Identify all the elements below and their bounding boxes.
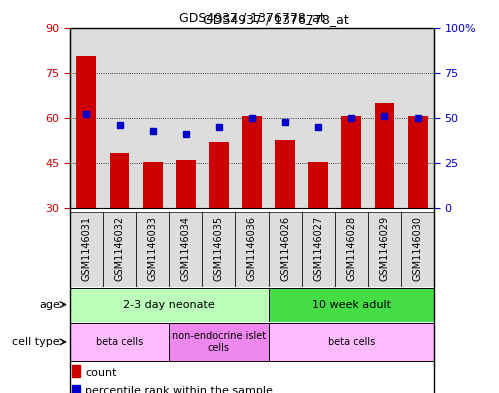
Bar (335, 28, 368, 208)
Text: GSM1146036: GSM1146036 (247, 216, 257, 281)
Bar (169, 212, 202, 287)
Bar (268, 288, 434, 321)
Text: age: age (39, 299, 60, 310)
Bar (236, 28, 268, 208)
Bar (368, 212, 401, 287)
Text: beta cells: beta cells (328, 337, 375, 347)
Text: 2-3 day neonate: 2-3 day neonate (123, 299, 215, 310)
Bar (401, 28, 434, 208)
Bar (72, 385, 80, 393)
Text: GSM1146034: GSM1146034 (181, 216, 191, 281)
Bar (169, 28, 202, 208)
Bar (341, 116, 361, 208)
Bar (176, 160, 196, 208)
Bar (70, 212, 103, 287)
Bar (242, 116, 262, 208)
Bar (268, 323, 434, 361)
Bar (110, 152, 129, 208)
Bar (268, 28, 302, 208)
Bar (103, 212, 136, 287)
Text: non-endocrine islet
cells: non-endocrine islet cells (172, 331, 266, 353)
Text: GSM1146029: GSM1146029 (379, 216, 389, 281)
Bar (136, 212, 169, 287)
Text: GSM1146028: GSM1146028 (346, 216, 356, 281)
Bar (202, 212, 236, 287)
Text: GDS4937 / 1376778_at: GDS4937 / 1376778_at (203, 13, 349, 26)
Text: GSM1146032: GSM1146032 (115, 216, 125, 281)
Text: GSM1146027: GSM1146027 (313, 216, 323, 281)
Text: GSM1146031: GSM1146031 (81, 216, 91, 281)
Bar (72, 365, 80, 377)
Bar (268, 212, 302, 287)
Bar (408, 116, 428, 208)
Text: cell type: cell type (12, 337, 60, 347)
Bar (202, 28, 236, 208)
Bar (70, 288, 268, 321)
Bar (136, 28, 169, 208)
Text: 10 week adult: 10 week adult (312, 299, 391, 310)
Bar (302, 212, 335, 287)
Bar (70, 28, 103, 208)
Text: count: count (85, 367, 117, 378)
Bar (169, 323, 268, 361)
Text: GDS4937 / 1376778_at: GDS4937 / 1376778_at (179, 11, 325, 24)
Bar (209, 142, 229, 208)
Bar (368, 28, 401, 208)
Bar (76, 56, 96, 208)
Text: GSM1146030: GSM1146030 (413, 216, 423, 281)
Bar (103, 28, 136, 208)
Bar (375, 103, 394, 208)
Text: GSM1146026: GSM1146026 (280, 216, 290, 281)
Bar (302, 28, 335, 208)
Bar (236, 212, 268, 287)
Text: beta cells: beta cells (96, 337, 143, 347)
Text: GSM1146033: GSM1146033 (148, 216, 158, 281)
Bar (308, 162, 328, 208)
Bar (275, 140, 295, 208)
Bar (143, 162, 163, 208)
Bar (70, 323, 169, 361)
Text: percentile rank within the sample: percentile rank within the sample (85, 386, 273, 393)
Bar (401, 212, 434, 287)
Bar (335, 212, 368, 287)
Text: GSM1146035: GSM1146035 (214, 216, 224, 281)
